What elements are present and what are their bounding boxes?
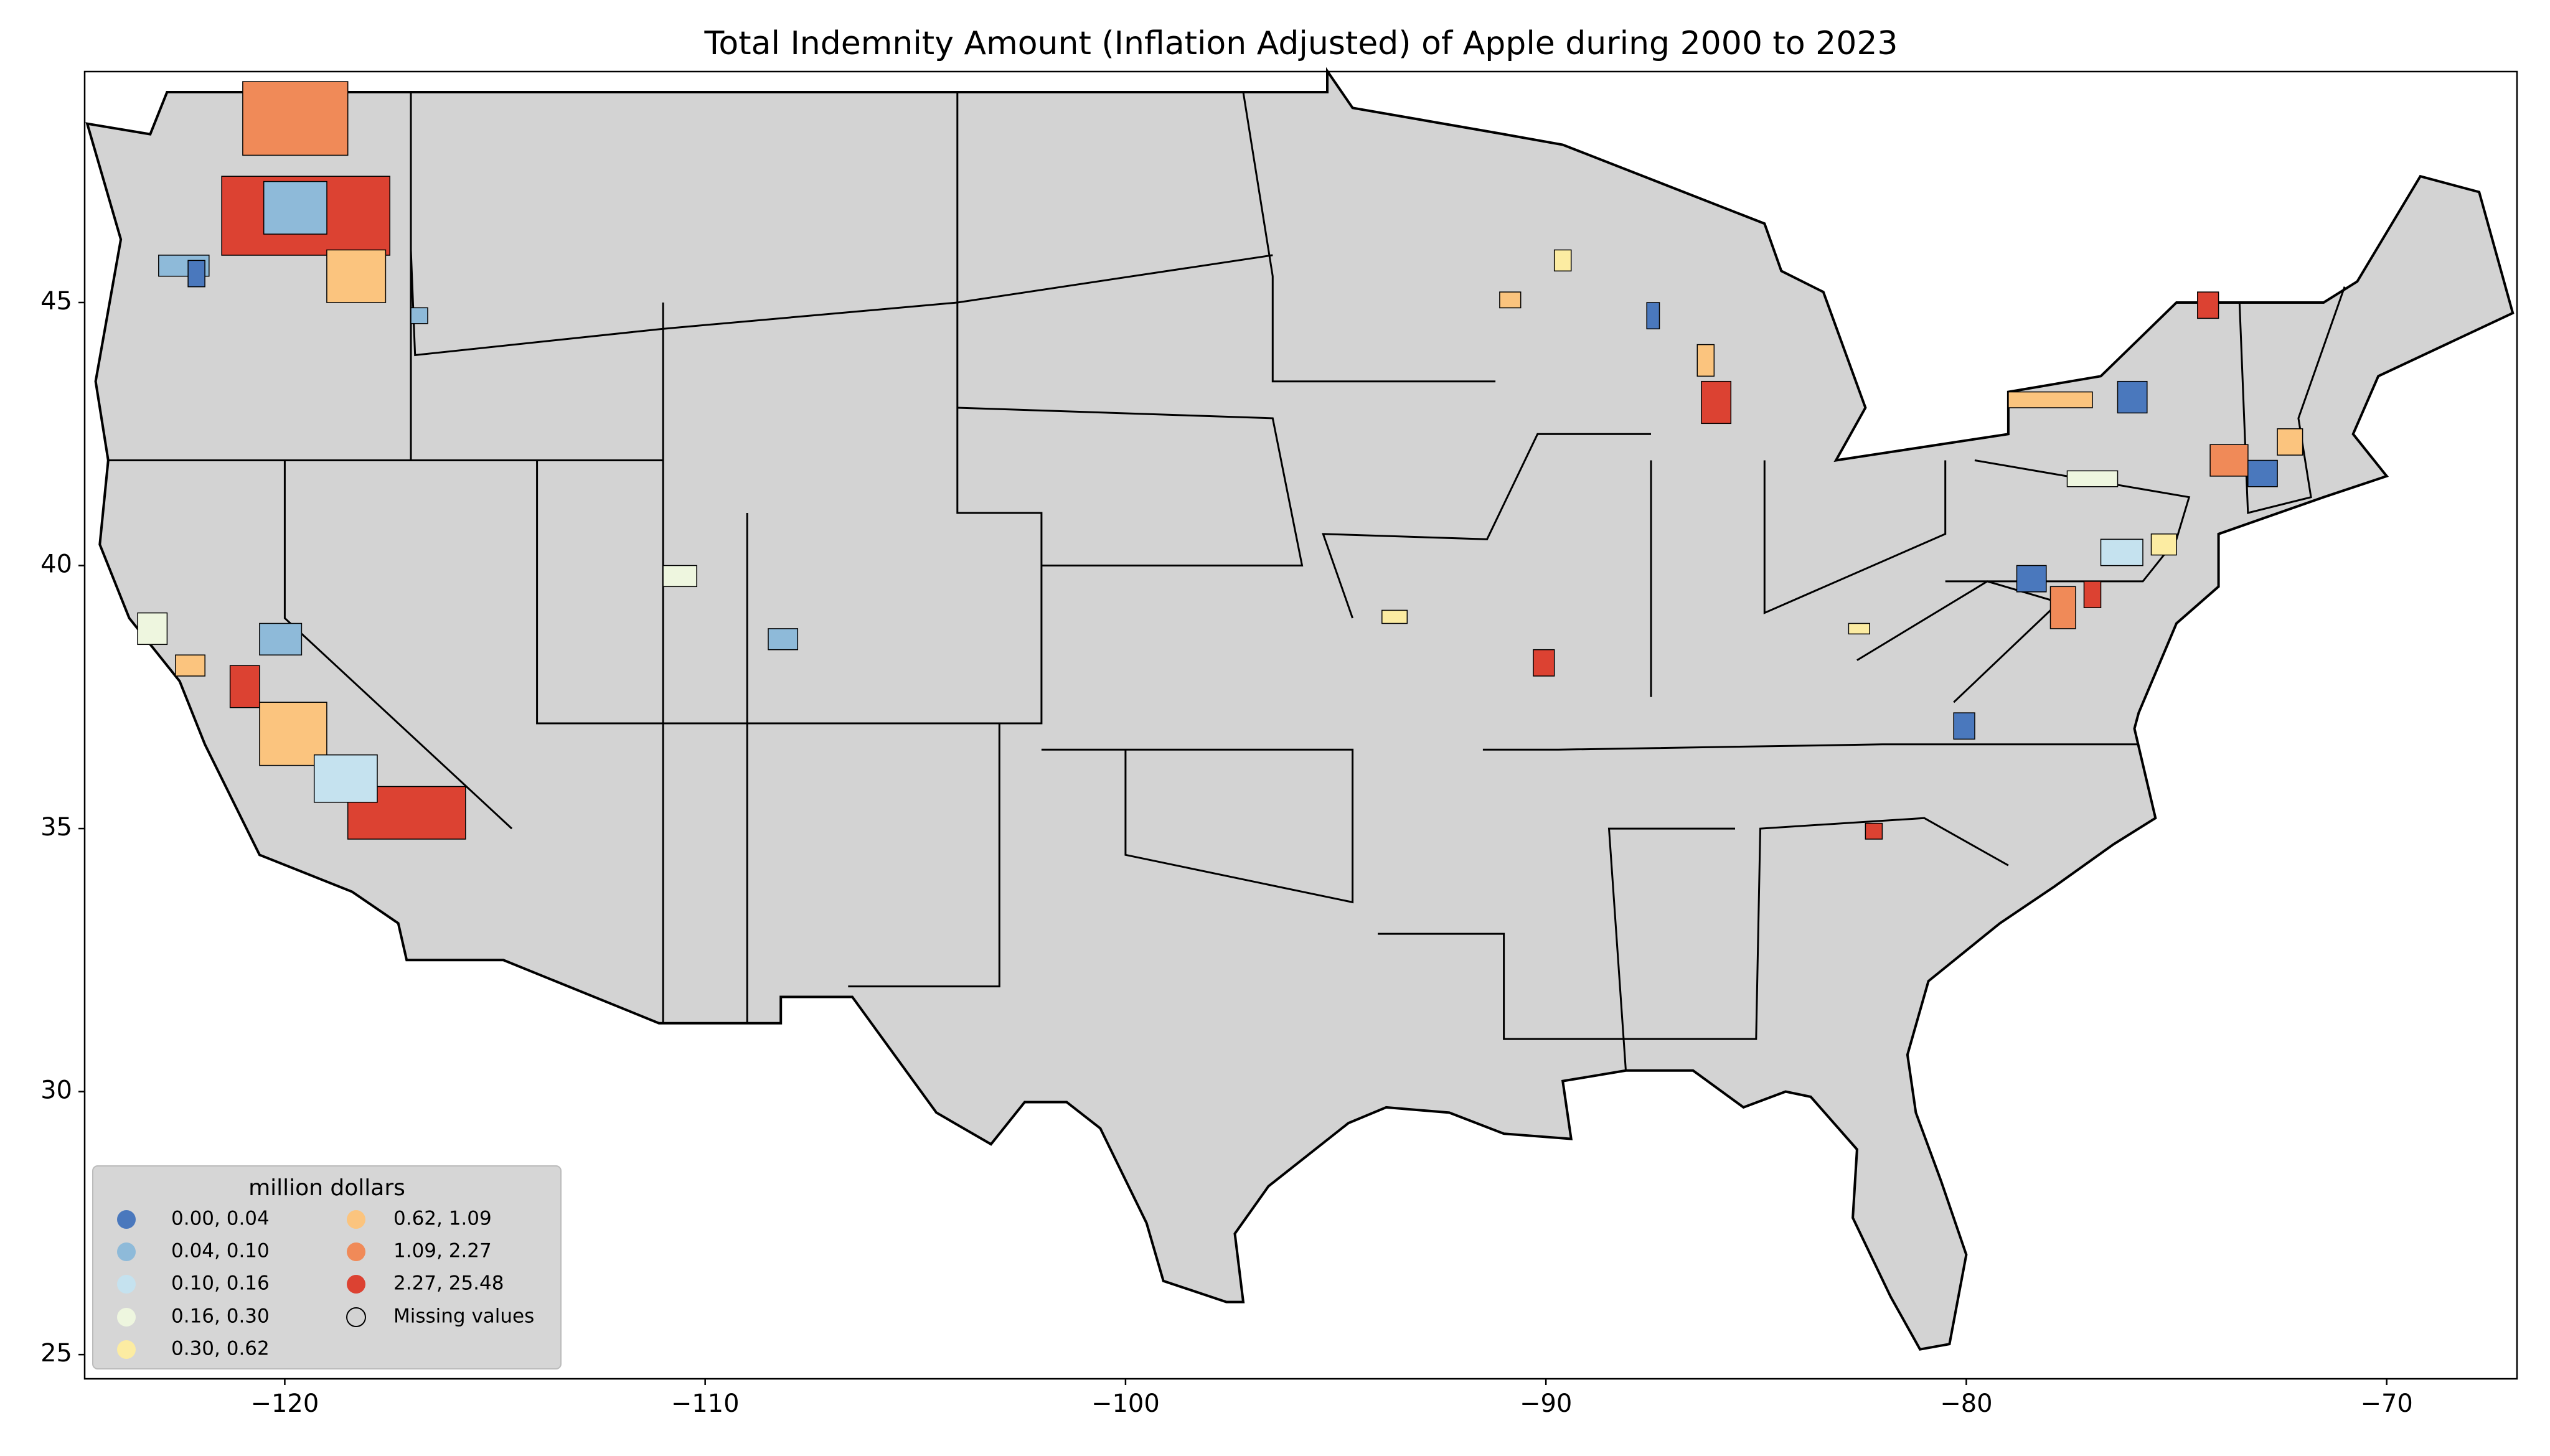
county — [2277, 428, 2303, 456]
state-border — [283, 460, 513, 830]
state-border — [1322, 433, 1651, 619]
legend-label: 0.30, 0.62 — [171, 1338, 270, 1360]
legend-label: 1.09, 2.27 — [393, 1240, 492, 1262]
axes-frame — [83, 70, 2518, 1380]
legend-marker — [117, 1242, 136, 1261]
legend-label: 0.00, 0.04 — [171, 1208, 270, 1230]
x-tick-label: −90 — [1520, 1389, 1572, 1418]
county — [326, 249, 387, 303]
county — [2197, 291, 2219, 319]
county — [242, 81, 349, 156]
y-tick-label: 45 — [40, 287, 72, 316]
county — [1953, 712, 1975, 740]
county — [1865, 822, 1883, 840]
state-border — [848, 92, 1043, 988]
legend-label: 0.10, 0.16 — [171, 1272, 270, 1295]
y-tick-label: 25 — [40, 1339, 72, 1368]
legend-label: 0.16, 0.30 — [171, 1305, 270, 1328]
y-tick-label: 40 — [40, 550, 72, 579]
county — [768, 628, 799, 651]
county — [187, 260, 205, 288]
county — [229, 665, 260, 708]
county — [1553, 249, 1572, 272]
county — [2083, 581, 2102, 608]
county — [2008, 391, 2093, 408]
county — [2049, 586, 2076, 629]
county — [263, 181, 327, 235]
x-tick-label: −80 — [1940, 1389, 1992, 1418]
legend-label: Missing values — [393, 1305, 534, 1328]
legend-label: 2.27, 25.48 — [393, 1272, 504, 1295]
x-tick-label: −70 — [2360, 1389, 2412, 1418]
legend-title: million dollars — [248, 1175, 405, 1201]
legend-label: 0.62, 1.09 — [393, 1208, 492, 1230]
county — [313, 754, 378, 803]
legend-marker — [347, 1210, 365, 1229]
county — [1646, 302, 1660, 330]
x-tick-label: −120 — [250, 1389, 319, 1418]
legend-marker — [117, 1340, 136, 1359]
country-outline — [85, 67, 2515, 1351]
map — [85, 67, 2515, 1351]
county — [1533, 649, 1555, 677]
county — [137, 612, 168, 646]
state-border — [1041, 748, 1354, 904]
legend-marker — [117, 1308, 136, 1327]
state-border — [536, 460, 1042, 725]
county — [2066, 470, 2119, 487]
state-border — [1607, 827, 1735, 1071]
chart-title: Total Indemnity Amount (Inflation Adjust… — [703, 25, 1898, 62]
county — [662, 565, 697, 588]
y-tick-label: 30 — [40, 1076, 72, 1105]
county — [410, 307, 428, 324]
state-border — [2238, 286, 2346, 514]
county — [1696, 344, 1715, 377]
county — [1701, 380, 1732, 425]
county — [2150, 533, 2177, 556]
state-border — [1378, 817, 2009, 1040]
county — [2209, 444, 2249, 477]
legend-label: 0.04, 0.10 — [171, 1240, 270, 1262]
legend-marker — [117, 1210, 136, 1229]
state-border — [1763, 460, 1947, 614]
county — [2016, 565, 2047, 593]
county — [2100, 538, 2143, 566]
state-border — [1242, 92, 1496, 383]
x-tick-label: −100 — [1091, 1389, 1160, 1418]
county — [2247, 459, 2278, 487]
county — [1499, 291, 1522, 309]
state-border — [957, 406, 1304, 566]
legend: million dollars 0.00, 0.04 0.04, 0.10 0.10… — [92, 1165, 562, 1369]
x-tick-label: −110 — [671, 1389, 740, 1418]
state-border — [1482, 743, 2139, 751]
legend-marker — [347, 1242, 365, 1261]
legend-box — [92, 1165, 562, 1369]
county — [1381, 609, 1408, 624]
county — [259, 622, 303, 655]
legend-marker — [117, 1275, 136, 1294]
county — [1848, 622, 1870, 635]
legend-marker — [346, 1307, 366, 1327]
y-tick-label: 35 — [40, 813, 72, 842]
legend-marker — [347, 1275, 365, 1294]
county — [175, 654, 205, 677]
county — [2117, 380, 2148, 414]
